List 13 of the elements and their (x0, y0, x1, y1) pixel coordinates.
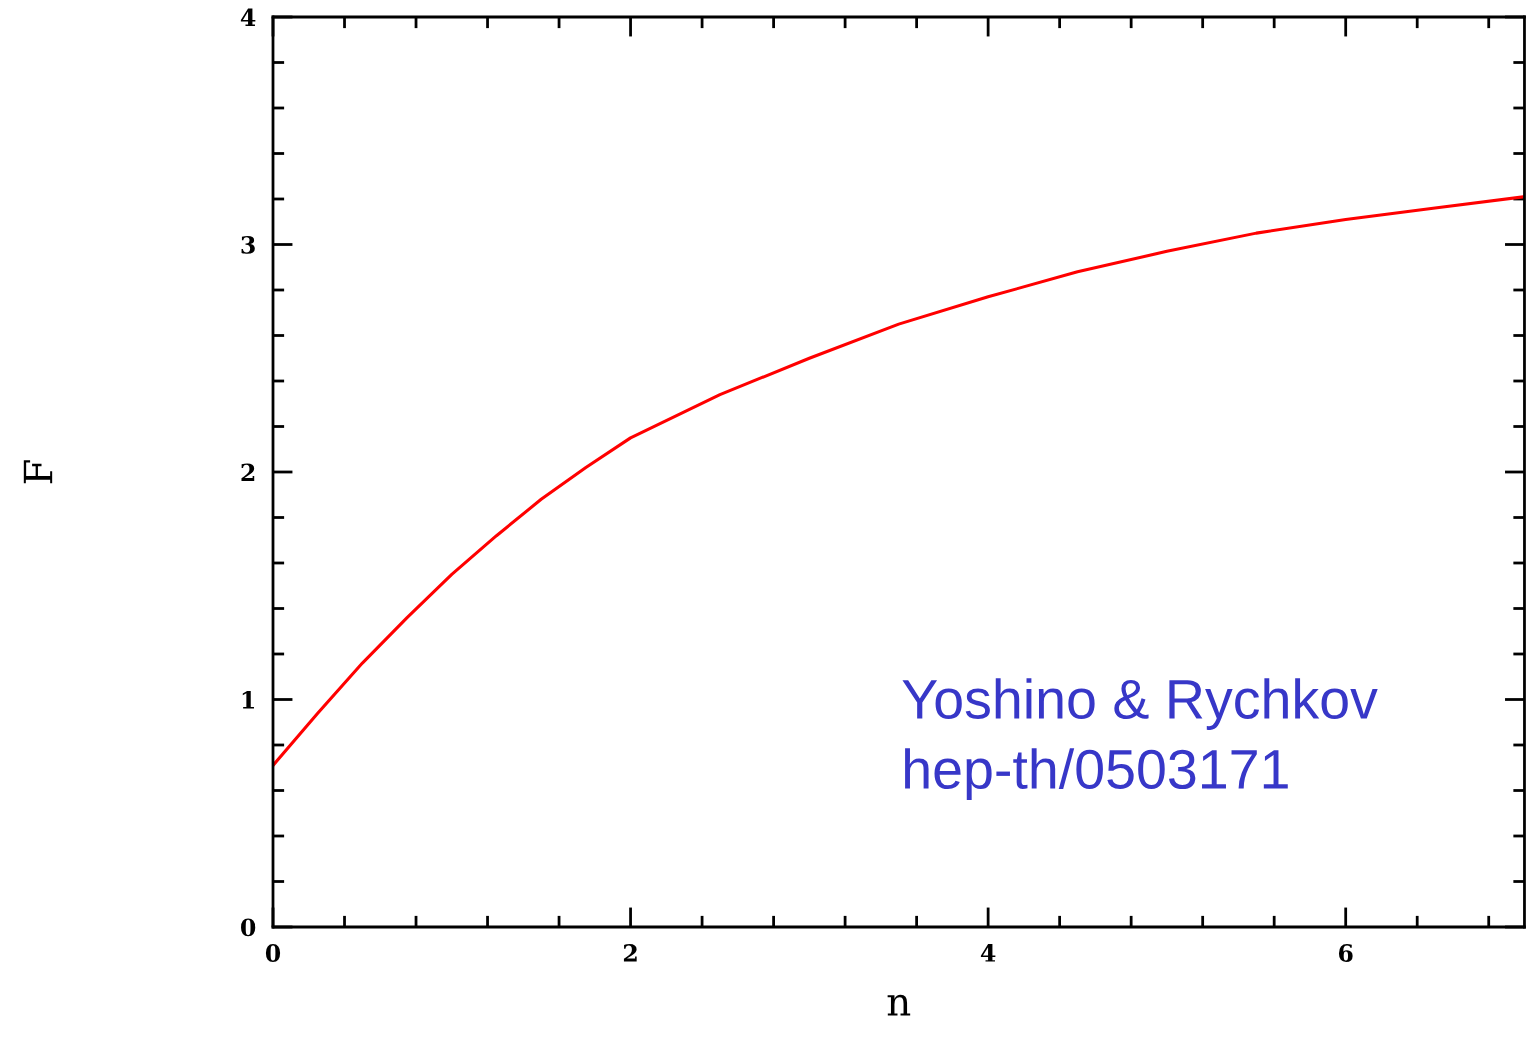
x-tick-label: 4 (980, 944, 996, 962)
y-tick-label: 4 (240, 8, 256, 26)
x-axis-title: n (887, 994, 911, 1016)
annotation: hep-th/0503171 (905, 748, 1288, 801)
y-tick-label: 3 (241, 235, 255, 254)
y-tick-label: 2 (241, 463, 255, 481)
x-tick-label: 2 (623, 944, 637, 962)
annotation: Yoshino & Rychkov (902, 678, 1378, 730)
x-tick-label: 6 (1338, 944, 1353, 962)
y-tick-label: 0 (241, 918, 256, 937)
y-tick-label: 1 (242, 690, 254, 709)
x-tick-label: 0 (265, 944, 281, 962)
y-axis-title: F (23, 460, 53, 484)
